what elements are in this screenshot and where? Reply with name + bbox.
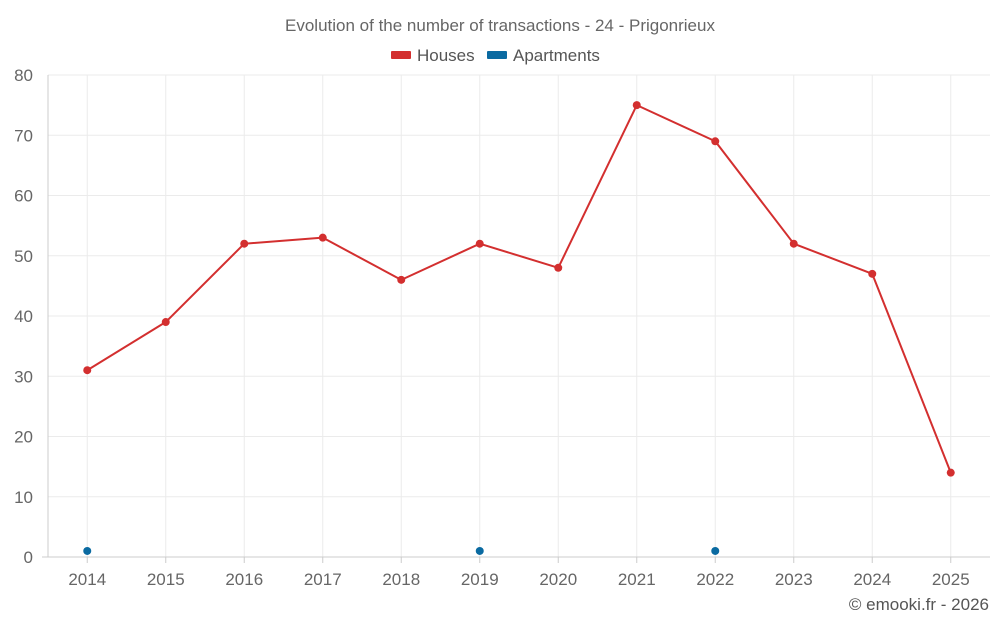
x-tick-label: 2022	[696, 570, 734, 589]
data-point-houses-2024[interactable]	[868, 269, 877, 278]
data-point-houses-2018[interactable]	[397, 275, 406, 284]
gridlines	[48, 74, 990, 557]
series-line-houses	[86, 104, 952, 474]
data-point-houses-2020[interactable]	[554, 263, 563, 272]
data-point-apartments-2019[interactable]	[475, 546, 484, 555]
x-tick-label: 2019	[461, 570, 499, 589]
x-tick-label: 2020	[539, 570, 577, 589]
data-point-houses-2017[interactable]	[318, 233, 327, 242]
y-tick-label: 20	[14, 428, 33, 447]
y-tick-label: 60	[14, 187, 33, 206]
copyright-footer: © emooki.fr - 2026	[849, 595, 989, 614]
data-point-houses-2023[interactable]	[789, 239, 798, 248]
axes: 0 10 20 30 40 50 60 70 80 2014 2015 2016 2017 2018 201…	[14, 66, 990, 589]
legend-item-houses[interactable]: Houses	[391, 46, 475, 65]
legend-label-apartments: Apartments	[513, 46, 600, 65]
y-tick-label: 10	[14, 488, 33, 507]
data-point-apartments-2014[interactable]	[83, 546, 92, 555]
legend: Houses Apartments	[391, 46, 600, 65]
series	[83, 101, 955, 555]
y-tick-label: 50	[14, 247, 33, 266]
data-point-houses-2021[interactable]	[632, 101, 641, 110]
y-tick-label: 80	[14, 66, 33, 85]
data-point-houses-2016[interactable]	[240, 239, 249, 248]
legend-label-houses: Houses	[417, 46, 475, 65]
legend-swatch-houses	[391, 51, 411, 59]
y-tick-label: 70	[14, 126, 33, 145]
x-tick-label: 2021	[618, 570, 656, 589]
x-tick-label: 2018	[382, 570, 420, 589]
x-tick-label: 2015	[147, 570, 185, 589]
data-point-houses-2014[interactable]	[83, 366, 92, 375]
x-tick-label: 2014	[68, 570, 106, 589]
data-point-houses-2025[interactable]	[946, 468, 955, 477]
data-point-houses-2015[interactable]	[161, 318, 170, 327]
x-tick-label: 2024	[853, 570, 891, 589]
y-tick-label: 30	[14, 367, 33, 386]
series-apartments	[83, 546, 720, 555]
x-tick-label: 2017	[304, 570, 342, 589]
x-tick-label: 2016	[225, 570, 263, 589]
legend-swatch-apartments	[487, 51, 507, 59]
data-point-houses-2022[interactable]	[711, 137, 720, 146]
y-tick-label: 0	[24, 548, 33, 567]
legend-item-apartments[interactable]: Apartments	[487, 46, 600, 65]
x-tick-label: 2025	[932, 570, 970, 589]
data-point-apartments-2022[interactable]	[711, 546, 720, 555]
chart-title: Evolution of the number of transactions …	[285, 16, 715, 35]
data-point-houses-2019[interactable]	[475, 239, 484, 248]
series-houses	[83, 101, 955, 477]
x-tick-label: 2023	[775, 570, 813, 589]
y-tick-label: 40	[14, 307, 33, 326]
